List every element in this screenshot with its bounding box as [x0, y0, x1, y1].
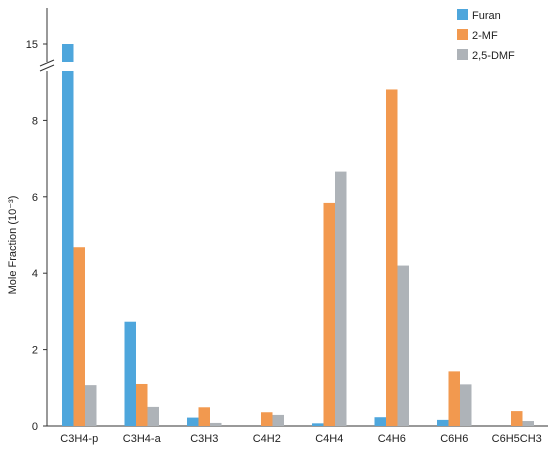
bar-2-mf-c3h3	[198, 407, 210, 426]
legend-swatch	[457, 9, 468, 20]
legend-label: 2,5-DMF	[472, 50, 515, 62]
bar-2-mf-c4h6	[386, 89, 398, 426]
axis-break-mark-2	[39, 59, 55, 67]
x-tick-label: C4H4	[315, 433, 343, 445]
bar-furan-c4h6	[374, 417, 386, 426]
y-axis-title: Mole Fraction (10⁻³)	[7, 196, 19, 295]
bar-2-mf-c3h4-p	[73, 247, 85, 426]
bar-furan-c4h4	[312, 423, 324, 426]
bar-2-mf-c6h6	[448, 371, 460, 426]
y-tick-label: 0	[32, 421, 38, 433]
y-tick-label: 4	[32, 268, 38, 280]
y-tick-label: 15	[26, 39, 38, 51]
axis-break-mark-1	[39, 64, 55, 72]
x-ticks: C3H4-p C3H4-a C3H3 C4H2 C4H4 C4H6 C6H6 C6H5CH3	[60, 433, 542, 445]
bar-2-mf-c4h2	[261, 412, 273, 426]
bar-2-mf-c3h4-a	[136, 383, 148, 426]
legend: Furan 2-MF 2,5-DMF	[457, 9, 515, 62]
bar-2-5-dmf-c4h2	[272, 414, 284, 426]
x-tick-label: C4H6	[378, 433, 406, 445]
bar-2-5-dmf-c6h5ch3	[522, 421, 534, 426]
bar-2-mf-c6h5ch3	[511, 411, 523, 426]
y-tick-label: 2	[32, 345, 38, 357]
bar-2-mf-c4h4	[323, 202, 335, 426]
bars	[62, 44, 534, 426]
y-tick-label: 6	[32, 192, 38, 204]
bar-furan-c3h4-a	[124, 321, 136, 426]
bar-2-5-dmf-c3h3	[210, 422, 222, 426]
y-axis	[39, 8, 55, 426]
x-tick-label: C3H3	[190, 433, 218, 445]
bar-furan-c6h6	[437, 419, 449, 426]
x-tick-label: C6H6	[440, 433, 468, 445]
bar-furan-c3h3	[187, 417, 199, 426]
x-tick-label: C3H4-a	[123, 433, 162, 445]
y-tick-label: 8	[32, 115, 38, 127]
legend-swatch	[457, 29, 468, 40]
bar-furan-c3h4-p-upper	[62, 44, 74, 62]
bar-2-5-dmf-c4h4	[335, 171, 347, 426]
y-ticks: 0 2 4 6 8 15	[26, 39, 47, 433]
legend-label: Furan	[472, 10, 501, 22]
legend-swatch	[457, 49, 468, 60]
bar-2-5-dmf-c3h4-p	[85, 385, 97, 426]
bar-furan-c3h4-p	[62, 71, 74, 426]
x-tick-label: C3H4-p	[60, 433, 98, 445]
bar-2-5-dmf-c4h6	[397, 265, 409, 426]
legend-label: 2-MF	[472, 30, 498, 42]
bar-2-5-dmf-c3h4-a	[147, 406, 159, 426]
x-tick-label: C6H5CH3	[492, 433, 542, 445]
bar-2-5-dmf-c6h6	[460, 384, 472, 426]
x-tick-label: C4H2	[253, 433, 281, 445]
